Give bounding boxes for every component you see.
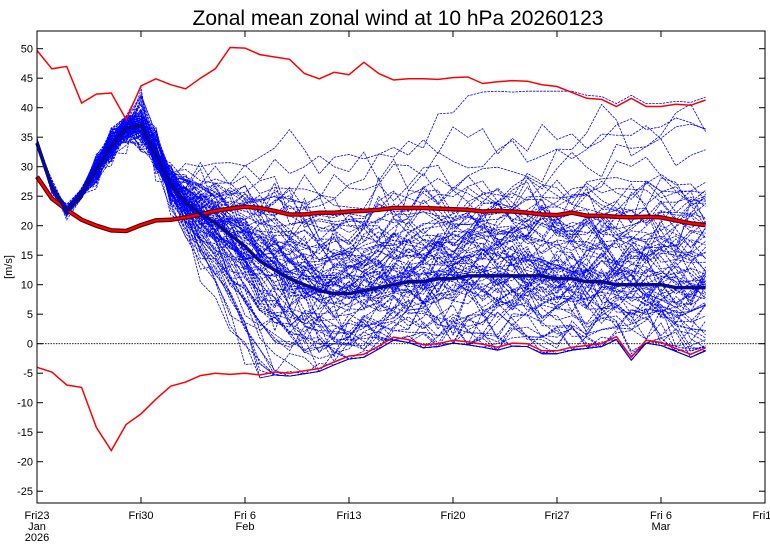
ensemble-member-100 bbox=[36, 126, 706, 354]
analysis-line bbox=[35, 142, 83, 214]
ensemble-member-50 bbox=[36, 126, 706, 248]
ensemble-members bbox=[36, 86, 706, 379]
ensemble-member-42 bbox=[36, 90, 706, 216]
ensemble-member-52 bbox=[36, 126, 706, 328]
ensemble-member-83 bbox=[36, 116, 706, 303]
y-tick-label: 10 bbox=[21, 280, 33, 292]
y-tick-label: 15 bbox=[21, 250, 33, 262]
minimum-line bbox=[36, 335, 706, 452]
y-tick-label: -20 bbox=[17, 457, 33, 469]
x-tick-label: Fri23 Jan 2026 bbox=[24, 510, 49, 544]
y-tick-label: 45 bbox=[21, 73, 33, 85]
y-tick-label: 35 bbox=[21, 132, 33, 144]
maximum-line bbox=[36, 46, 706, 122]
y-tick-label: 20 bbox=[21, 221, 33, 233]
ensemble-member-11 bbox=[36, 117, 706, 379]
ensemble-member-93 bbox=[36, 89, 706, 312]
ensemble-member-64 bbox=[36, 123, 706, 377]
ensemble-member-65 bbox=[36, 103, 706, 360]
x-tick-label: Fri20 bbox=[440, 510, 465, 522]
ensemble-mean-group bbox=[35, 123, 706, 296]
ensemble-member-87 bbox=[36, 108, 706, 352]
y-tick-label: 50 bbox=[21, 44, 33, 56]
y-tick-label: -25 bbox=[17, 486, 33, 498]
ensemble-mean-line bbox=[35, 123, 706, 296]
chart-title: Zonal mean zonal wind at 10 hPa 20260123 bbox=[193, 7, 604, 30]
ensemble-member-78 bbox=[36, 117, 706, 210]
ensemble-member-88 bbox=[36, 134, 706, 311]
ensemble-member-72 bbox=[36, 128, 706, 292]
y-tick-label: -10 bbox=[17, 398, 33, 410]
climatology-group bbox=[35, 175, 706, 234]
plot-frame bbox=[36, 30, 766, 504]
ensemble-member-68 bbox=[36, 127, 706, 262]
y-tick-label: 0 bbox=[27, 339, 33, 351]
x-tick-label: Fri 6 Feb bbox=[234, 510, 256, 533]
ensemble-member-90 bbox=[36, 130, 706, 291]
y-tick-label: 30 bbox=[21, 162, 33, 174]
ensemble-member-92 bbox=[36, 124, 706, 362]
envelope-lines bbox=[36, 46, 706, 452]
ensemble-member-97 bbox=[36, 96, 706, 340]
x-tick-label: Fri13 bbox=[752, 510, 770, 522]
analysis-group bbox=[35, 142, 83, 214]
ensemble-member-94 bbox=[36, 125, 706, 323]
ensemble-member-7 bbox=[36, 118, 706, 264]
ensemble-member-22 bbox=[36, 121, 706, 379]
y-tick-label: 5 bbox=[27, 309, 33, 321]
ensemble-member-99 bbox=[36, 125, 706, 340]
ensemble-member-71 bbox=[36, 118, 706, 307]
ensemble-member-89 bbox=[36, 115, 706, 244]
climatology-line bbox=[36, 176, 706, 233]
y-tick-label: -15 bbox=[17, 427, 33, 439]
ensemble-member-23 bbox=[36, 117, 706, 298]
ensemble-member-86 bbox=[36, 104, 706, 298]
ensemble-member-46 bbox=[36, 125, 706, 358]
ensemble-member-54 bbox=[36, 109, 706, 261]
ensemble-member-67 bbox=[36, 131, 706, 312]
y-tick-label: 25 bbox=[21, 191, 33, 203]
x-tick-label: Fri27 bbox=[544, 510, 569, 522]
ensemble-member-30 bbox=[36, 115, 706, 377]
ensemble-member-27 bbox=[36, 110, 706, 282]
x-axis: Fri23 Jan 2026 Fri30 Fri 6 Feb Fri13 Fri20 Fri27… bbox=[24, 31, 770, 544]
ensemble-member-61 bbox=[36, 93, 706, 354]
ensemble-member-18 bbox=[36, 114, 706, 358]
y-tick-label: 40 bbox=[21, 103, 33, 115]
y-axis-label: [m/s] bbox=[3, 255, 15, 279]
x-tick-label: Fri30 bbox=[128, 510, 153, 522]
ensemble-member-81 bbox=[36, 95, 706, 377]
ensemble-member-70 bbox=[36, 134, 706, 361]
x-tick-label: Fri 6 Mar bbox=[650, 510, 672, 533]
x-tick-label: Fri13 bbox=[336, 510, 361, 522]
ensemble-member-76 bbox=[36, 120, 706, 350]
y-tick-label: -5 bbox=[23, 368, 33, 380]
ensemble-member-75 bbox=[36, 123, 706, 354]
ensemble-member-79 bbox=[36, 110, 706, 343]
y-axis: -25 -20 -15 -10 -5 0 5 10 15 20 25 30 35 40 45 50 bbox=[17, 44, 765, 498]
